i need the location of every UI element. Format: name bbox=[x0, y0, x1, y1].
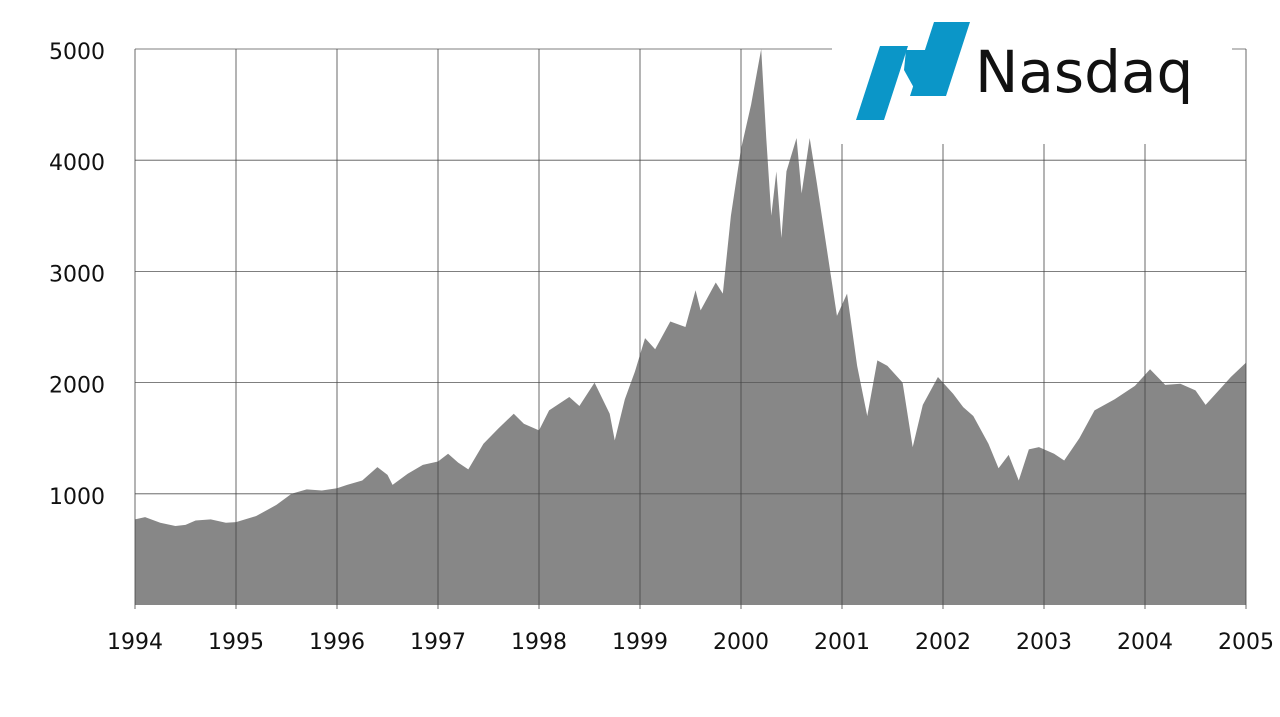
y-tick-label: 4000 bbox=[49, 151, 105, 176]
y-tick-label: 3000 bbox=[49, 262, 105, 287]
x-tick-label: 1996 bbox=[309, 630, 365, 655]
logo-icon bbox=[910, 22, 970, 96]
logo-text: Nasdaq bbox=[975, 38, 1193, 106]
x-tick-label: 2004 bbox=[1117, 630, 1173, 655]
x-tick-label: 2005 bbox=[1218, 630, 1274, 655]
logo-icon bbox=[904, 50, 926, 88]
x-tick-label: 1998 bbox=[511, 630, 567, 655]
x-tick-label: 2003 bbox=[1016, 630, 1072, 655]
x-tick-label: 1995 bbox=[208, 630, 264, 655]
x-tick-label: 2000 bbox=[713, 630, 769, 655]
x-tick-label: 1999 bbox=[612, 630, 668, 655]
x-tick-label: 1994 bbox=[107, 630, 163, 655]
logo-background bbox=[832, 20, 1232, 144]
logo-icon bbox=[856, 46, 908, 120]
y-tick-label: 1000 bbox=[49, 485, 105, 510]
x-tick-label: 2002 bbox=[915, 630, 971, 655]
logo: Nasdaq bbox=[856, 22, 1193, 120]
x-tick-label: 2001 bbox=[814, 630, 870, 655]
x-tick-label: 1997 bbox=[410, 630, 466, 655]
y-tick-label: 2000 bbox=[49, 374, 105, 399]
y-tick-label: 5000 bbox=[49, 40, 105, 65]
area bbox=[135, 49, 1246, 605]
